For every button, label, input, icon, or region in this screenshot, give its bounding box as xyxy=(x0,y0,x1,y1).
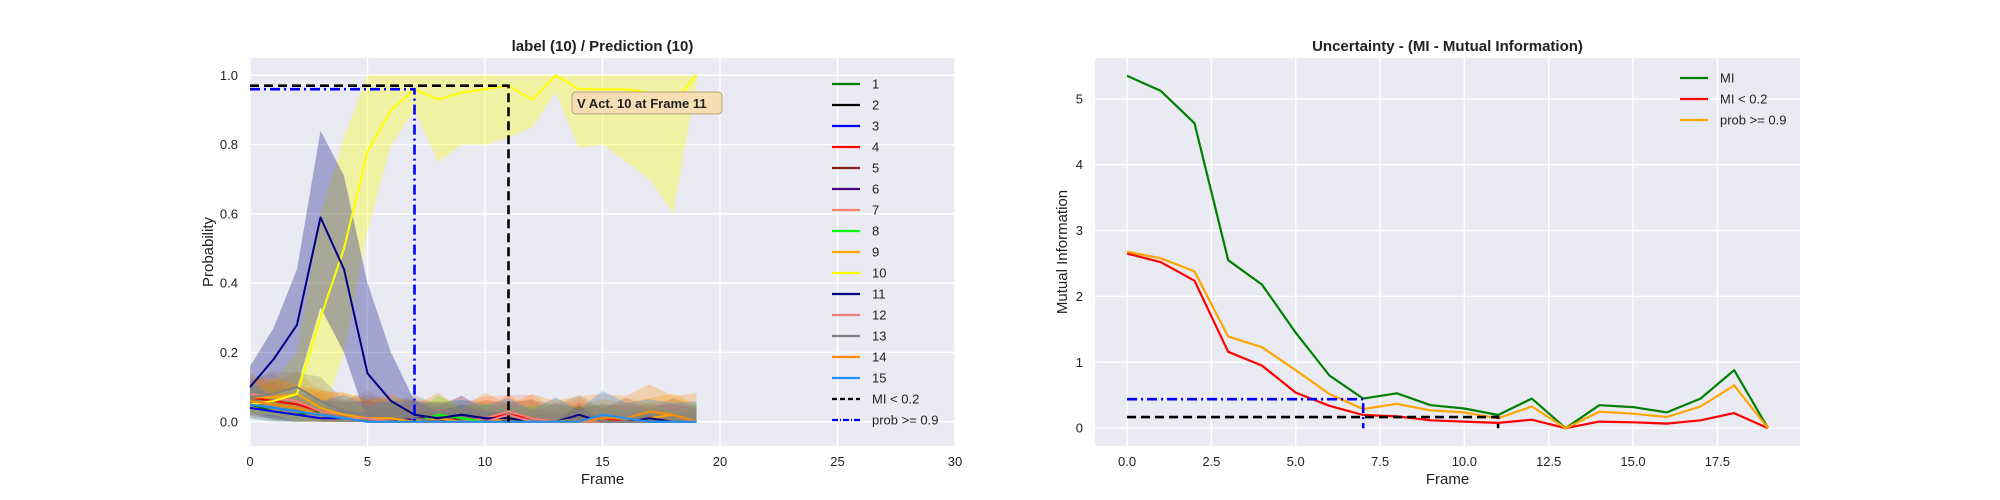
x-tick-label: 10.0 xyxy=(1452,454,1477,469)
x-axis-label-right: Frame xyxy=(1426,471,1469,488)
threshold-lines-right xyxy=(1127,397,1500,429)
legend-right: MI MI < 0.2 prob >= 0.9 xyxy=(1680,71,1787,128)
band-series-9 xyxy=(250,370,697,422)
threshold-line-prob xyxy=(1127,397,1365,429)
legend-label: 3 xyxy=(872,119,879,134)
x-tick-label: 5.0 xyxy=(1287,454,1305,469)
legend-label: 12 xyxy=(872,308,886,323)
y-axis-label-left: Probability xyxy=(200,216,217,287)
band-series-15 xyxy=(250,380,697,422)
band-series-7 xyxy=(250,373,697,422)
band-series-6 xyxy=(250,385,697,422)
legend-label: 15 xyxy=(872,371,886,386)
x-tick-label: 0 xyxy=(246,454,253,469)
ticks-right: 0.0 2.5 5.0 7.5 10.0 12.5 15.0 17.5 0 1 2 3 4 5 xyxy=(1076,91,1730,469)
band-series-14 xyxy=(250,377,697,422)
series-lines-right xyxy=(1126,74,1769,430)
annotation-text: V Act. 10 at Frame 11 xyxy=(577,96,707,111)
x-tick-label: 17.5 xyxy=(1705,454,1730,469)
y-tick-label: 5 xyxy=(1076,91,1083,106)
y-tick-label: 0.0 xyxy=(220,414,238,429)
chart-right: 0.0 2.5 5.0 7.5 10.0 12.5 15.0 17.5 0 1 2 3 4 5 Uncer… xyxy=(1054,38,1800,488)
legend-label: 8 xyxy=(872,224,879,239)
legend-label: 5 xyxy=(872,161,879,176)
legend-label: 9 xyxy=(872,245,879,260)
threshold-lines-left xyxy=(250,84,510,422)
x-axis-label-left: Frame xyxy=(581,471,624,488)
x-tick-label: 5 xyxy=(364,454,371,469)
chart-title-right: Uncertainty - (MI - Mutual Information) xyxy=(1312,38,1583,55)
legend-label: 13 xyxy=(872,329,886,344)
legend-label: 11 xyxy=(872,287,886,302)
legend-label: 7 xyxy=(872,203,879,218)
y-tick-label: 0.2 xyxy=(220,345,238,360)
legend-label: prob >= 0.9 xyxy=(872,413,939,428)
series-lines-left xyxy=(249,74,698,423)
band-series-13 xyxy=(250,371,697,422)
y-tick-label: 0.6 xyxy=(220,206,238,221)
y-tick-label: 0 xyxy=(1076,421,1083,436)
chart-title-left: label (10) / Prediction (10) xyxy=(512,38,694,55)
y-tick-label: 0.4 xyxy=(220,276,238,291)
legend-label: MI xyxy=(1720,71,1734,86)
y-tick-label: 4 xyxy=(1076,157,1083,172)
annotation-box: V Act. 10 at Frame 11 xyxy=(571,91,723,115)
x-tick-label: 10 xyxy=(478,454,492,469)
x-tick-label: 2.5 xyxy=(1202,454,1220,469)
y-tick-label: 1 xyxy=(1076,355,1083,370)
x-tick-label: 7.5 xyxy=(1371,454,1389,469)
legend-label: 1 xyxy=(872,77,879,92)
band-series-10 xyxy=(250,75,697,422)
threshold-line-prob xyxy=(250,87,416,422)
x-tick-label: 15.0 xyxy=(1620,454,1645,469)
ticks-left: 0 5 10 15 20 25 300.00.20.40.60.81.0 xyxy=(220,68,962,469)
legend-label: MI < 0.2 xyxy=(872,392,919,407)
legend-label: MI < 0.2 xyxy=(1720,92,1767,107)
chart-left: 0 5 10 15 20 25 300.00.20.40.60.81.0 label (10… xyxy=(200,38,962,488)
y-tick-label: 2 xyxy=(1076,289,1083,304)
band-series-4 xyxy=(250,381,697,422)
plot-area-right xyxy=(1095,58,1800,446)
legend-label: 10 xyxy=(872,266,886,281)
x-tick-label: 30 xyxy=(948,454,962,469)
line-series-10 xyxy=(249,74,698,406)
y-tick-label: 1.0 xyxy=(220,68,238,83)
line-series-mi-lt-02 xyxy=(1126,252,1769,430)
legend-label: prob >= 0.9 xyxy=(1720,113,1787,128)
x-tick-label: 0.0 xyxy=(1118,454,1136,469)
x-tick-label: 20 xyxy=(713,454,727,469)
annotation-background xyxy=(571,91,723,115)
legend-label: 4 xyxy=(872,140,879,155)
x-tick-label: 12.5 xyxy=(1536,454,1561,469)
line-series-15 xyxy=(249,403,697,423)
y-tick-label: 0.8 xyxy=(220,137,238,152)
legend-label: 6 xyxy=(872,182,879,197)
threshold-line-mi xyxy=(250,84,510,422)
line-series-prob-ge-09 xyxy=(1126,250,1769,430)
x-tick-label: 15 xyxy=(595,454,609,469)
line-series-mi xyxy=(1126,74,1769,430)
band-series-12 xyxy=(250,381,697,422)
legend-label: 2 xyxy=(872,98,879,113)
threshold-line-mi xyxy=(1127,415,1500,429)
y-axis-label-right: Mutual Information xyxy=(1054,190,1071,314)
x-tick-label: 25 xyxy=(830,454,844,469)
band-series-8 xyxy=(250,385,697,422)
grid-right xyxy=(1095,58,1800,446)
legend-label: 14 xyxy=(872,350,886,365)
y-tick-label: 3 xyxy=(1076,223,1083,238)
